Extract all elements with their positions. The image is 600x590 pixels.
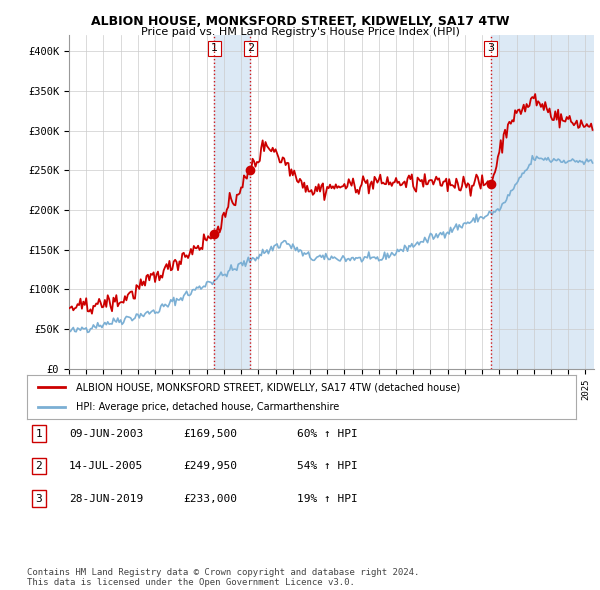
Text: 14-JUL-2005: 14-JUL-2005 xyxy=(69,461,143,471)
Text: £249,950: £249,950 xyxy=(183,461,237,471)
Text: ALBION HOUSE, MONKSFORD STREET, KIDWELLY, SA17 4TW: ALBION HOUSE, MONKSFORD STREET, KIDWELLY… xyxy=(91,15,509,28)
Text: 60% ↑ HPI: 60% ↑ HPI xyxy=(297,429,358,438)
Text: £169,500: £169,500 xyxy=(183,429,237,438)
Text: Contains HM Land Registry data © Crown copyright and database right 2024.
This d: Contains HM Land Registry data © Crown c… xyxy=(27,568,419,587)
Text: 1: 1 xyxy=(35,429,43,438)
Text: 3: 3 xyxy=(487,43,494,53)
Text: 28-JUN-2019: 28-JUN-2019 xyxy=(69,494,143,503)
Text: 3: 3 xyxy=(35,494,43,503)
Text: 09-JUN-2003: 09-JUN-2003 xyxy=(69,429,143,438)
Bar xyxy=(491,35,594,369)
Text: ALBION HOUSE, MONKSFORD STREET, KIDWELLY, SA17 4TW (detached house): ALBION HOUSE, MONKSFORD STREET, KIDWELLY… xyxy=(76,382,461,392)
Text: HPI: Average price, detached house, Carmarthenshire: HPI: Average price, detached house, Carm… xyxy=(76,402,340,411)
Text: 1: 1 xyxy=(211,43,218,53)
Text: Price paid vs. HM Land Registry's House Price Index (HPI): Price paid vs. HM Land Registry's House … xyxy=(140,27,460,37)
Text: 19% ↑ HPI: 19% ↑ HPI xyxy=(297,494,358,503)
Bar xyxy=(214,35,250,369)
Text: 2: 2 xyxy=(35,461,43,471)
Text: 2: 2 xyxy=(247,43,254,53)
Text: £233,000: £233,000 xyxy=(183,494,237,503)
Text: 54% ↑ HPI: 54% ↑ HPI xyxy=(297,461,358,471)
